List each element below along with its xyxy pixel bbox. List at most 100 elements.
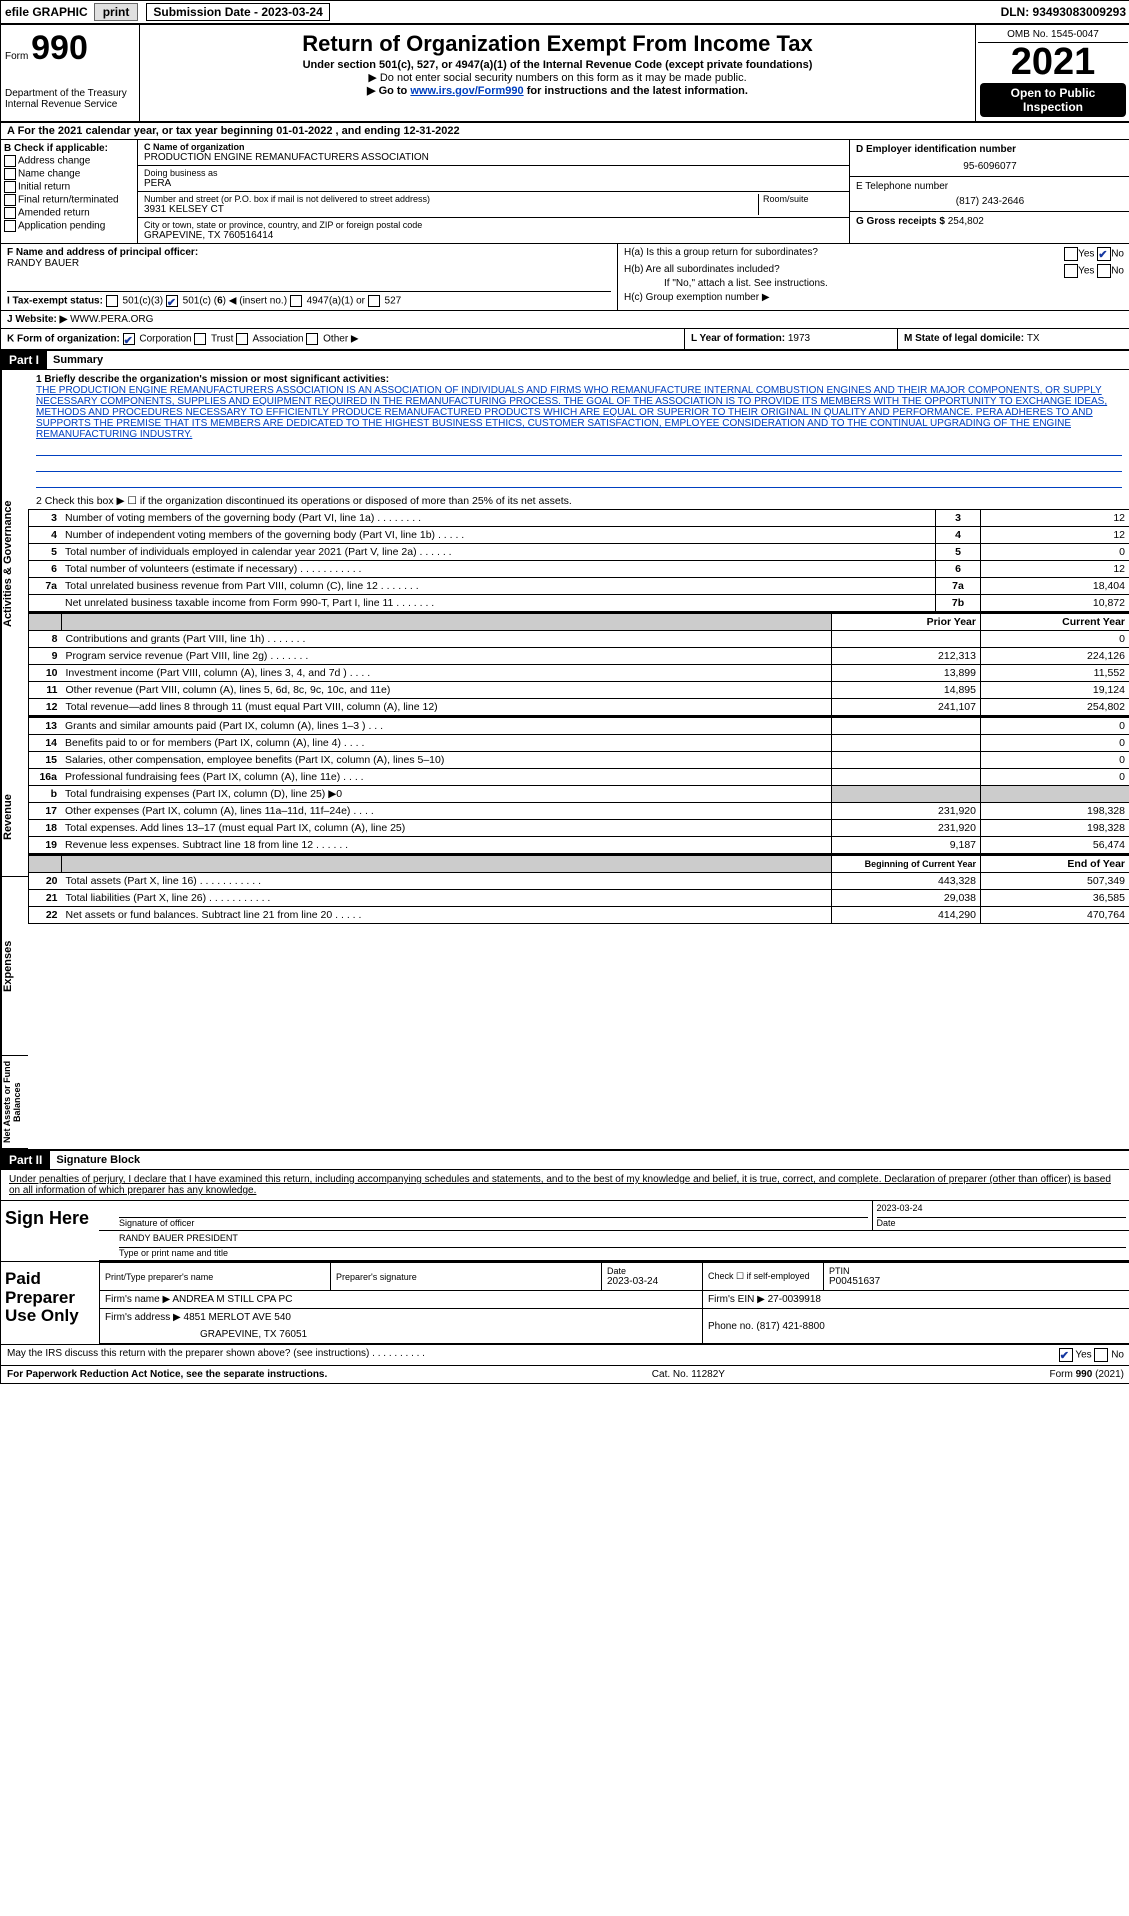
g-label: G Gross receipts $ — [856, 216, 948, 227]
sign-here-fields: Signature of officer 2023-03-24 Date RAN… — [99, 1201, 1129, 1261]
may-discuss-text: May the IRS discuss this return with the… — [7, 1348, 425, 1362]
check-trust[interactable] — [194, 333, 206, 345]
hb-note: If "No," attach a list. See instructions… — [664, 278, 1124, 289]
table-row: 19Revenue less expenses. Subtract line 1… — [29, 837, 1129, 854]
blank-line-3 — [36, 473, 1122, 488]
ssn-note: ▶ Do not enter social security numbers o… — [148, 71, 967, 84]
blank-line-2 — [36, 457, 1122, 472]
table-row: 16aProfessional fundraising fees (Part I… — [29, 769, 1129, 786]
line2-text: 2 Check this box ▶ ☐ if the organization… — [28, 493, 1129, 509]
firm-ein-value: 27-0039918 — [768, 1294, 821, 1305]
table-row: 5Total number of individuals employed in… — [29, 544, 1129, 561]
table-row: 18Total expenses. Add lines 13–17 (must … — [29, 820, 1129, 837]
k-label: K Form of organization: — [7, 334, 120, 345]
vlabel-revenue: Revenue — [1, 758, 28, 877]
ha-no[interactable] — [1097, 247, 1111, 261]
check-501c[interactable] — [166, 295, 178, 307]
part1-header-row: Part I Summary — [1, 351, 1129, 370]
table-row: bTotal fundraising expenses (Part IX, co… — [29, 786, 1129, 803]
check-other[interactable] — [306, 333, 318, 345]
paid-preparer-label: Paid Preparer Use Only — [1, 1262, 99, 1344]
sig-officer-label: Signature of officer — [119, 1218, 868, 1228]
check-name-change[interactable]: Name change — [4, 168, 134, 180]
check-corporation[interactable] — [123, 333, 135, 345]
check-address-change[interactable]: Address change — [4, 155, 134, 167]
table-row: 15Salaries, other compensation, employee… — [29, 752, 1129, 769]
officer-name: RANDY BAUER — [7, 258, 611, 269]
i-label: I Tax-exempt status: — [7, 296, 103, 307]
preparer-table: Print/Type preparer's name Preparer's si… — [99, 1262, 1129, 1344]
prep-sig-label: Preparer's signature — [336, 1272, 596, 1282]
officer-name-title: RANDY BAUER PRESIDENT — [119, 1233, 1126, 1248]
table-row: Net unrelated business taxable income fr… — [29, 595, 1129, 612]
vlabel-governance: Activities & Governance — [1, 370, 28, 758]
check-4947[interactable] — [290, 295, 302, 307]
paid-preparer-block: Paid Preparer Use Only Print/Type prepar… — [1, 1261, 1129, 1344]
city-label: City or town, state or province, country… — [144, 220, 843, 230]
part2-title: Signature Block — [50, 1152, 146, 1168]
state-domicile: TX — [1027, 333, 1040, 344]
footer-row: For Paperwork Reduction Act Notice, see … — [1, 1365, 1129, 1383]
mission-box: 1 Briefly describe the organization's mi… — [28, 370, 1129, 493]
check-application-pending[interactable]: Application pending — [4, 220, 134, 232]
sign-here-block: Sign Here Signature of officer 2023-03-2… — [1, 1200, 1129, 1261]
f-label: F Name and address of principal officer: — [7, 247, 611, 258]
table-row: 13Grants and similar amounts paid (Part … — [29, 717, 1129, 735]
dln-label: DLN: 93493083009293 — [1001, 5, 1126, 19]
firm-phone-label: Phone no. — [708, 1321, 756, 1332]
m-label: M State of legal domicile: — [904, 333, 1027, 344]
row-j: J Website: ▶ WWW.PERA.ORG — [1, 311, 1129, 329]
firm-addr-label: Firm's address ▶ — [105, 1312, 184, 1323]
e-label: E Telephone number — [856, 181, 1124, 192]
check-527[interactable] — [368, 295, 380, 307]
dba-value: PERA — [144, 178, 843, 189]
form-container: efile GRAPHIC print Submission Date - 20… — [0, 0, 1129, 1384]
check-amended-return[interactable]: Amended return — [4, 207, 134, 219]
table-row: 9Program service revenue (Part VIII, lin… — [29, 648, 1129, 665]
table-row: 3Number of voting members of the governi… — [29, 510, 1129, 527]
table-row: 17Other expenses (Part IX, column (A), l… — [29, 803, 1129, 820]
room-label: Room/suite — [763, 194, 843, 204]
discuss-yes[interactable] — [1059, 1348, 1073, 1362]
revenue-table: Prior Year Current Year 8Contributions a… — [28, 612, 1129, 716]
footer-right: Form 990 (2021) — [1050, 1369, 1124, 1380]
line1-label: 1 Briefly describe the organization's mi… — [36, 374, 1122, 385]
col-f: F Name and address of principal officer:… — [1, 244, 618, 310]
sig-date-value: 2023-03-24 — [877, 1203, 1127, 1218]
irs-link[interactable]: www.irs.gov/Form990 — [410, 85, 523, 97]
hb-yes[interactable] — [1064, 264, 1078, 278]
hc-label: H(c) Group exemption number ▶ — [624, 292, 1124, 303]
street-value: 3931 KELSEY CT — [144, 204, 758, 215]
section-b-to-g: B Check if applicable: Address change Na… — [1, 140, 1129, 244]
ha-yes[interactable] — [1064, 247, 1078, 261]
print-button[interactable]: print — [94, 3, 139, 21]
check-self-employed[interactable]: Check ☐ if self-employed — [703, 1263, 824, 1291]
vlabel-expenses: Expenses — [1, 877, 28, 1056]
check-association[interactable] — [236, 333, 248, 345]
header-right: OMB No. 1545-0047 2021 Open to Public In… — [975, 25, 1129, 121]
prep-date-label: Date — [607, 1266, 697, 1276]
dba-label: Doing business as — [144, 168, 843, 178]
irs-label: Internal Revenue Service — [5, 99, 135, 110]
col-b-checkboxes: B Check if applicable: Address change Na… — [1, 140, 138, 243]
l-label: L Year of formation: — [691, 333, 788, 344]
blank-line-1 — [36, 441, 1122, 456]
open-public-badge: Open to Public Inspection — [980, 83, 1126, 117]
check-initial-return[interactable]: Initial return — [4, 181, 134, 193]
c-label: C Name of organization — [144, 142, 843, 152]
header-left: Form 990 Department of the Treasury Inte… — [1, 25, 140, 121]
row-a-tax-year: A For the 2021 calendar year, or tax yea… — [1, 123, 1129, 140]
section-f-h: F Name and address of principal officer:… — [1, 244, 1129, 311]
ha-label: H(a) Is this a group return for subordin… — [624, 247, 818, 261]
website-value: WWW.PERA.ORG — [70, 314, 153, 325]
check-final-return[interactable]: Final return/terminated — [4, 194, 134, 206]
street-label: Number and street (or P.O. box if mail i… — [144, 194, 758, 204]
submission-date: Submission Date - 2023-03-24 — [146, 3, 329, 21]
netassets-table: Beginning of Current Year End of Year 20… — [28, 854, 1129, 924]
discuss-no[interactable] — [1094, 1348, 1108, 1362]
prep-date-value: 2023-03-24 — [607, 1276, 697, 1287]
d-label: D Employer identification number — [856, 144, 1124, 155]
hb-no[interactable] — [1097, 264, 1111, 278]
ein-value: 95-6096077 — [856, 161, 1124, 172]
check-501c3[interactable] — [106, 295, 118, 307]
